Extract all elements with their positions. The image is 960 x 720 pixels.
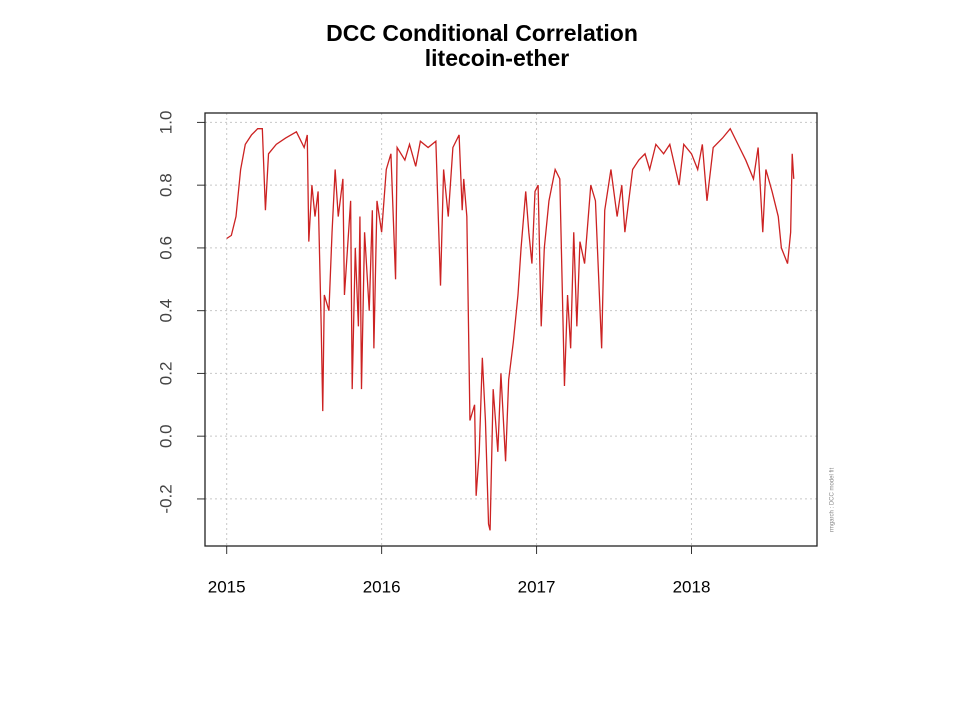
y-tick-label: 1.0 (156, 111, 175, 135)
annotation: rmgarch : DCC model fit (830, 467, 836, 532)
y-tick-label: 0.0 (156, 424, 175, 448)
plot-frame (204, 112, 818, 547)
x-tick-label: 2017 (518, 577, 556, 596)
data-line (226, 127, 795, 531)
chart-title: DCC Conditional Correlation (326, 20, 638, 46)
y-tick-label: -0.2 (156, 484, 175, 513)
y-tick-label: 0.6 (156, 236, 175, 260)
y-tick-label: 0.4 (156, 299, 175, 323)
y-tick-label: 0.8 (156, 173, 175, 197)
x-tick-label: 2015 (208, 577, 246, 596)
x-tick-label: 2018 (673, 577, 711, 596)
chart-subtitle: litecoin-ether (425, 45, 569, 71)
x-tick-label: 2016 (363, 577, 401, 596)
y-tick-label: 0.2 (156, 362, 175, 386)
